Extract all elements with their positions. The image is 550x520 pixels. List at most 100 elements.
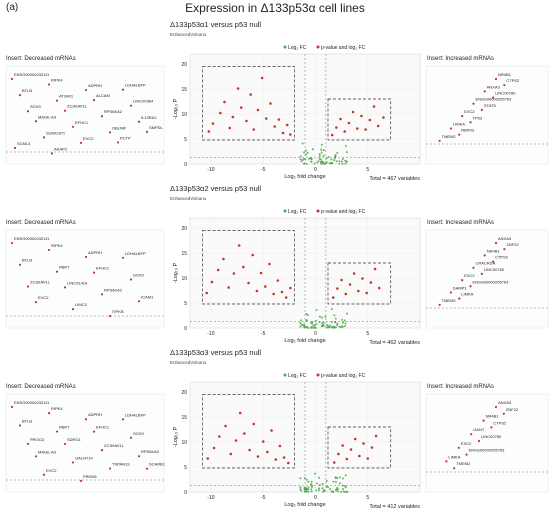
up-point <box>349 448 353 451</box>
up-point <box>360 114 363 118</box>
inset-left-gene-label: SDRG1 <box>67 437 82 442</box>
x-tick-label: 0 <box>314 331 317 337</box>
inset-left-point <box>145 467 149 470</box>
legend-entry-pval: p-value and log₂ FC <box>321 373 366 379</box>
inset-right-gene-label: LIMKA <box>453 121 465 126</box>
inset-right-area <box>425 229 549 329</box>
ns-point <box>331 162 334 165</box>
inset-left-point <box>108 131 112 134</box>
down-point <box>286 461 290 465</box>
inset-right-gene-label: ENSG00000255763 <box>475 97 512 102</box>
inset-right-gene-label: LINC00780 <box>495 91 516 96</box>
ns-point <box>344 162 347 165</box>
panel-subtitle: Δ133p53α1 versus p53 null <box>170 20 261 29</box>
ns-point <box>299 325 302 328</box>
down-point <box>227 286 230 289</box>
ns-point <box>328 326 331 329</box>
inset-left-gene-label: ADPRH <box>88 412 102 417</box>
inset-left-gene-label: SUMO1P1 <box>46 130 66 135</box>
ns-point <box>328 324 331 327</box>
y-axis-label: -Log₁₀ P <box>173 426 179 447</box>
inset-right-gene-label: ENSG00000255763 <box>473 279 510 284</box>
ns-point <box>333 159 336 162</box>
x-tick-label: -5 <box>261 495 266 501</box>
ns-point <box>303 486 306 489</box>
inset-left-gene-label: LINC00964 <box>133 99 154 104</box>
inset-left-point <box>121 88 125 91</box>
y-tick-label: 10 <box>181 276 187 282</box>
ns-point <box>326 324 329 327</box>
down-point <box>248 448 251 452</box>
y-tick-label: 10 <box>181 440 187 446</box>
inset-left-gene-label: BTLB <box>22 418 32 423</box>
legend-marker-pval <box>316 209 320 213</box>
ns-point <box>303 162 306 165</box>
down-point <box>232 272 236 275</box>
ns-point <box>304 158 307 161</box>
inset-right-point <box>477 439 481 443</box>
inset-left-point <box>79 479 83 482</box>
ns-point <box>330 158 333 161</box>
down-point <box>284 296 288 299</box>
figure-title: Expression in Δ133p53α cell lines <box>185 1 365 15</box>
down-point <box>266 450 269 454</box>
ns-point <box>299 477 302 480</box>
ns-point <box>320 162 323 165</box>
inset-right-point <box>458 133 461 136</box>
down-point <box>255 289 259 293</box>
ns-point <box>334 317 337 320</box>
inset-right-point <box>449 291 453 294</box>
inset-left-point <box>129 104 133 107</box>
inset-right-point <box>461 278 464 282</box>
ns-point <box>318 321 321 324</box>
inset-right-gene-label: EXC2 <box>461 441 472 446</box>
x-tick-label: -10 <box>207 495 214 501</box>
inset-left-point <box>26 285 30 288</box>
ns-point <box>342 490 345 493</box>
ns-point <box>336 490 339 493</box>
inset-left-gene-label: LINC01419 <box>67 280 88 285</box>
inset-left-point <box>10 405 14 409</box>
up-point <box>372 105 376 108</box>
inset-right-point <box>470 433 473 436</box>
x-tick-label: -10 <box>207 167 214 173</box>
inset-right-gene-label: LINC00780 <box>481 434 502 439</box>
inset-left-point <box>100 449 104 452</box>
x-tick-label: 0 <box>314 495 317 501</box>
ns-point <box>341 484 344 487</box>
down-point <box>263 285 267 288</box>
ns-point <box>322 488 325 491</box>
inset-left-point <box>26 110 30 113</box>
inset-left-point <box>63 286 67 289</box>
inset-left-point <box>34 455 38 458</box>
y-axis-label: -Log₁₀ P <box>173 262 179 283</box>
y-tick-label: 20 <box>181 226 187 232</box>
ns-point <box>319 158 322 161</box>
inset-right-gene-label: LINC00780 <box>484 267 505 272</box>
ns-point <box>322 490 325 493</box>
inset-left-gene-label: RIPK4 <box>51 406 63 411</box>
inset-left-point <box>79 141 83 145</box>
inset-left-gene-label: LDHALBFP <box>125 412 146 417</box>
inset-right-point <box>483 90 486 93</box>
inset-left-point <box>84 88 88 92</box>
ns-point <box>325 479 328 482</box>
ns-point <box>334 154 337 157</box>
inset-left-gene-label: MAGE-A3 <box>38 449 57 454</box>
inset-right-point <box>438 139 441 142</box>
inset-left-gene-label: LDHALBFP <box>125 251 146 256</box>
ns-point <box>344 145 347 148</box>
inset-left-gene-label: EFHC1 <box>96 425 110 430</box>
y-tick-label: 20 <box>181 62 187 68</box>
inset-right-gene-label: ANXA3 <box>498 236 512 241</box>
ns-point <box>304 153 307 156</box>
ns-point <box>314 472 317 475</box>
inset-left-gene-label: ENSG00000232111 <box>14 400 50 405</box>
down-point <box>223 100 226 104</box>
inset-left-point <box>92 99 96 102</box>
inset-right-gene-label: LIMKA <box>448 454 460 459</box>
inset-left-gene-label: RIPK4 <box>51 243 63 248</box>
down-point <box>205 291 209 295</box>
inset-right-gene-label: STAT5 <box>484 103 497 108</box>
